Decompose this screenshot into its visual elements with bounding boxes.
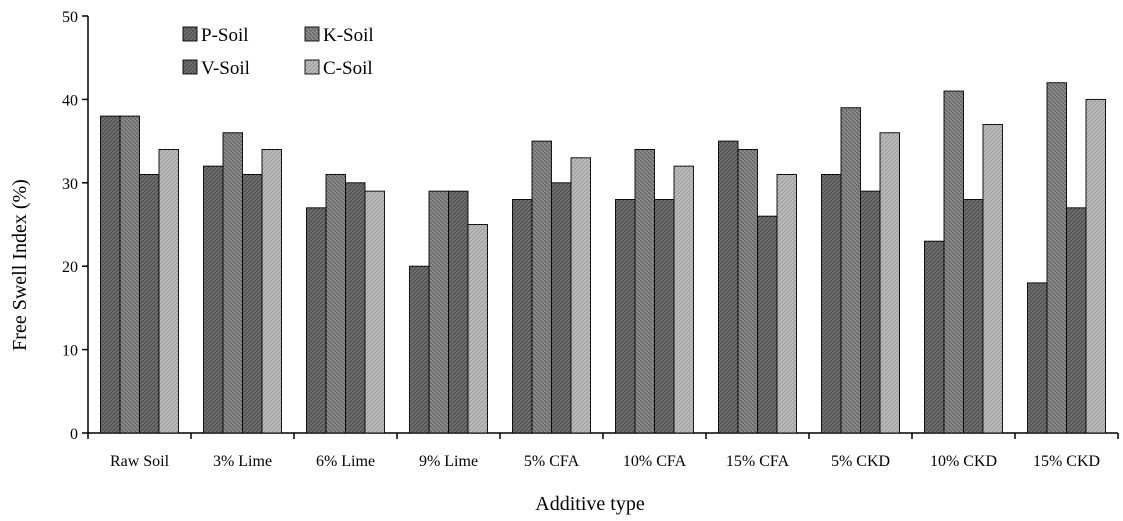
bar-k-soil — [531, 140, 552, 434]
bar-p-soil — [718, 140, 739, 434]
y-tick-label: 0 — [70, 426, 78, 443]
bar-v-soil — [963, 199, 984, 434]
legend-swatch — [182, 26, 198, 42]
x-tick-label: 15% CFA — [726, 453, 790, 470]
bar-p-soil — [1027, 282, 1048, 434]
legend-label: C-Soil — [323, 58, 373, 79]
bar-v-soil — [242, 174, 263, 434]
legend-label: K-Soil — [323, 25, 374, 46]
y-axis-title: Free Swell Index (%) — [9, 179, 31, 351]
bar-v-soil — [448, 190, 469, 434]
bar-c-soil — [982, 123, 1003, 434]
bar-p-soil — [615, 199, 636, 434]
bar-p-soil — [203, 165, 224, 434]
x-tick-label: 15% CKD — [1033, 453, 1100, 470]
bar-p-soil — [409, 265, 430, 434]
y-tick-label: 20 — [62, 259, 78, 276]
legend: P-Soil K-Soil V-Soil C-Soil — [182, 25, 374, 79]
bar-k-soil — [1046, 82, 1067, 434]
bar-c-soil — [261, 148, 282, 434]
bar-c-soil — [158, 148, 179, 434]
y-tick-label: 50 — [62, 9, 78, 26]
bar-p-soil — [100, 115, 121, 434]
bar-k-soil — [634, 148, 655, 434]
bar-p-soil — [306, 207, 327, 434]
y-tick-label: 40 — [62, 92, 78, 109]
x-tick-label: 3% Lime — [213, 453, 272, 470]
legend-label: V-Soil — [201, 58, 250, 79]
axes: 0 10 20 30 40 50 Raw Soil 3% Lime 6% Lime 9% Lime… — [62, 9, 1119, 470]
x-axis-title: Additive type — [535, 493, 645, 515]
bar-v-soil — [757, 215, 778, 434]
bar-c-soil — [1085, 98, 1106, 434]
x-tick-label: 10% CKD — [930, 453, 997, 470]
legend-swatch — [304, 26, 320, 42]
bar-c-soil — [570, 157, 591, 434]
x-tick-label: 5% CFA — [524, 453, 580, 470]
bars — [100, 82, 1106, 434]
legend-swatch — [304, 59, 320, 75]
bar-v-soil — [139, 174, 160, 434]
legend-label: P-Soil — [201, 25, 249, 46]
bar-c-soil — [673, 165, 694, 434]
bar-c-soil — [879, 132, 900, 434]
bar-k-soil — [737, 148, 758, 434]
bar-k-soil — [840, 107, 861, 434]
bar-k-soil — [222, 132, 243, 434]
y-tick-label: 30 — [62, 176, 78, 193]
bar-c-soil — [467, 224, 488, 434]
bar-v-soil — [345, 182, 366, 434]
legend-swatch — [182, 59, 198, 75]
x-tick-label: 6% Lime — [316, 453, 375, 470]
bar-v-soil — [1066, 207, 1087, 434]
bar-k-soil — [428, 190, 449, 434]
x-tick-label: Raw Soil — [110, 453, 170, 470]
bar-v-soil — [551, 182, 572, 434]
bar-k-soil — [119, 115, 140, 434]
bar-p-soil — [924, 240, 945, 434]
bar-p-soil — [512, 199, 533, 434]
x-tick-label: 10% CFA — [623, 453, 687, 470]
bar-k-soil — [943, 90, 964, 434]
bar-k-soil — [325, 174, 346, 434]
y-tick-label: 10 — [62, 343, 78, 360]
x-tick-label: 5% CKD — [831, 453, 890, 470]
bar-v-soil — [860, 190, 881, 434]
bar-c-soil — [776, 174, 797, 434]
bar-v-soil — [654, 199, 675, 434]
bar-p-soil — [821, 174, 842, 434]
bar-c-soil — [364, 190, 385, 434]
x-tick-label: 9% Lime — [419, 453, 478, 470]
